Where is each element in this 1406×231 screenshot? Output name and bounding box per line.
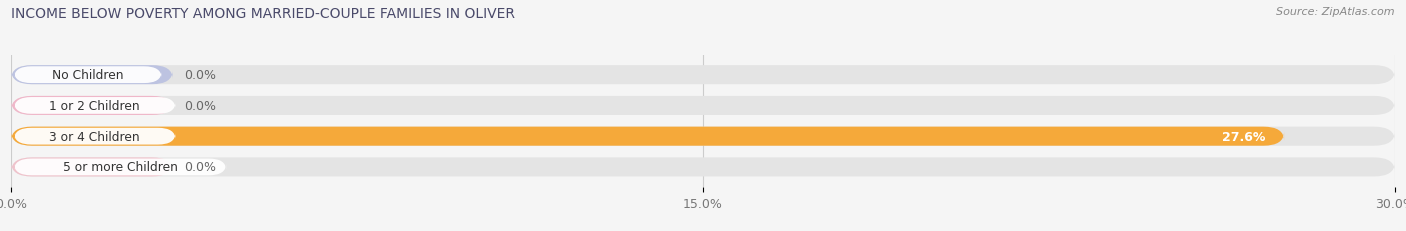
FancyBboxPatch shape — [14, 98, 176, 114]
Text: 0.0%: 0.0% — [184, 69, 217, 82]
FancyBboxPatch shape — [11, 158, 173, 177]
Text: 27.6%: 27.6% — [1222, 130, 1265, 143]
Text: 0.0%: 0.0% — [184, 161, 217, 174]
Text: INCOME BELOW POVERTY AMONG MARRIED-COUPLE FAMILIES IN OLIVER: INCOME BELOW POVERTY AMONG MARRIED-COUPL… — [11, 7, 515, 21]
FancyBboxPatch shape — [14, 128, 176, 145]
FancyBboxPatch shape — [11, 66, 1395, 85]
Text: 1 or 2 Children: 1 or 2 Children — [49, 100, 141, 112]
FancyBboxPatch shape — [11, 127, 1284, 146]
FancyBboxPatch shape — [11, 158, 1395, 177]
FancyBboxPatch shape — [11, 97, 1395, 116]
FancyBboxPatch shape — [11, 127, 1395, 146]
Text: Source: ZipAtlas.com: Source: ZipAtlas.com — [1277, 7, 1395, 17]
Text: 3 or 4 Children: 3 or 4 Children — [49, 130, 141, 143]
FancyBboxPatch shape — [11, 97, 173, 116]
FancyBboxPatch shape — [14, 67, 162, 84]
Text: 5 or more Children: 5 or more Children — [63, 161, 177, 174]
FancyBboxPatch shape — [14, 159, 226, 176]
Text: No Children: No Children — [52, 69, 124, 82]
FancyBboxPatch shape — [11, 66, 173, 85]
Text: 0.0%: 0.0% — [184, 100, 217, 112]
